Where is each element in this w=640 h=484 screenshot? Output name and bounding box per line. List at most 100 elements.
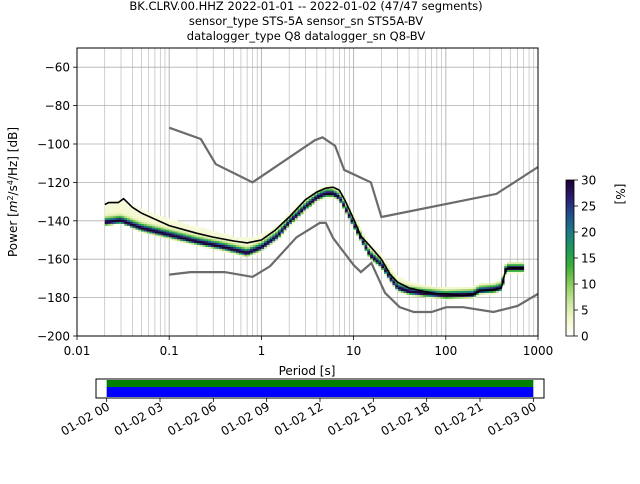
new-low-noise-model-line — [169, 221, 538, 314]
psd-density-cell — [124, 210, 128, 213]
psd-density-cell — [434, 290, 438, 293]
colorbar-tick-label: 0 — [581, 330, 589, 344]
psd-density-cell — [403, 288, 407, 292]
psd-density-cell — [305, 198, 310, 201]
psd-plot-area: 0.01 0.1 1 10 100 1000 −60 −80 −100 −120 −140 −160… — [6, 47, 554, 378]
psd-density-cell — [141, 223, 145, 226]
psd-density-cell — [353, 223, 357, 226]
x-tick-label: 1 — [258, 344, 266, 358]
psd-density-cell — [205, 244, 209, 247]
psd-density-cell — [163, 235, 167, 238]
psd-density-cell — [255, 252, 259, 255]
psd-density-cell — [431, 294, 435, 297]
psd-density-cell — [467, 288, 472, 292]
psd-density-cell — [328, 194, 332, 197]
psd-density-cell — [216, 235, 220, 238]
psd-density-cell — [509, 262, 513, 265]
psd-density-cell — [202, 237, 206, 240]
psd-density-cell — [451, 287, 455, 290]
psd-density-cell — [333, 196, 337, 199]
psd-density-cell — [163, 217, 167, 221]
psd-density-cell — [506, 269, 511, 272]
psd-density-cell — [317, 198, 321, 201]
psd-density-cell — [479, 290, 483, 293]
psd-density-cell — [168, 233, 173, 236]
psd-density-cell — [196, 229, 201, 232]
psd-density-cell — [157, 223, 162, 226]
psd-density-cell — [152, 223, 156, 226]
psd-density-cell — [303, 200, 307, 203]
coverage-bar-green — [106, 380, 534, 387]
psd-density-cell — [141, 229, 145, 232]
psd-density-cell — [378, 258, 382, 261]
x-tick-label: 0.01 — [64, 344, 91, 358]
psd-density-cell — [520, 262, 525, 265]
psd-density-cell — [342, 200, 346, 203]
psd-density-cell — [372, 254, 377, 257]
psd-density-cell — [141, 219, 145, 222]
psd-density-cell — [216, 246, 220, 249]
psd-density-cell — [177, 231, 181, 234]
psd-density-cell — [398, 285, 402, 288]
psd-density-cell — [339, 196, 343, 199]
psd-density-cell — [347, 212, 351, 215]
coverage-tick-label: 01-02 18 — [378, 399, 432, 438]
mean-psd-line — [104, 186, 524, 297]
psd-density-cell — [110, 210, 114, 213]
psd-density-cell — [121, 204, 125, 207]
psd-density-cell — [180, 223, 184, 226]
psd-density-cell — [241, 246, 245, 249]
psd-density-cell — [199, 237, 203, 240]
psd-density-cell — [129, 208, 134, 211]
psd-density-cell — [104, 212, 108, 215]
psd-density-cell — [258, 235, 262, 238]
psd-density-cell — [149, 229, 153, 232]
psd-density-cell — [269, 229, 273, 232]
psd-density-cell — [358, 227, 363, 230]
psd-density-cell — [492, 292, 497, 295]
psd-density-cell — [104, 219, 108, 222]
coverage-tick-label: 01-02 21 — [432, 399, 486, 438]
psd-density-cell — [182, 227, 187, 230]
psd-density-cell — [210, 246, 215, 249]
psd-density-cell — [115, 208, 120, 211]
psd-density-cell — [166, 217, 170, 221]
psd-density-cell — [258, 237, 262, 240]
psd-density-cell — [364, 246, 368, 249]
psd-density-cell — [398, 287, 402, 290]
psd-density-cell — [252, 244, 256, 247]
psd-density-cell — [384, 260, 388, 263]
psd-density-cell — [289, 217, 293, 221]
psd-density-cell — [266, 244, 270, 247]
psd-density-cell — [467, 296, 472, 299]
psd-density-cell — [456, 290, 460, 293]
psd-density-cell — [411, 294, 416, 297]
psd-density-cell — [236, 244, 240, 247]
psd-density-cell — [384, 273, 388, 276]
psd-density-cell — [174, 239, 178, 242]
psd-density-cell — [244, 252, 248, 255]
psd-density-cell — [146, 217, 150, 221]
psd-density-cell — [104, 217, 108, 221]
psd-density-cell — [297, 216, 301, 219]
psd-density-cell — [129, 210, 134, 213]
psd-density-cell — [378, 260, 382, 263]
psd-density-cell — [518, 267, 522, 270]
psd-density-cell — [168, 227, 173, 230]
psd-density-cell — [266, 240, 270, 244]
psd-density-cell — [476, 294, 480, 297]
psd-density-cell — [518, 265, 522, 269]
psd-density-cell — [515, 262, 519, 265]
psd-density-cell — [236, 248, 240, 251]
psd-density-cell — [275, 231, 279, 234]
psd-density-cell — [196, 237, 201, 240]
psd-density-cell — [470, 287, 474, 290]
x-tick-label: 1000 — [523, 344, 554, 358]
psd-density-cell — [157, 221, 162, 224]
psd-density-cell — [107, 216, 111, 219]
psd-density-cell — [138, 208, 142, 211]
coverage-tick-label: 01-02 06 — [165, 399, 219, 438]
psd-density-cell — [182, 225, 187, 228]
psd-density-cell — [168, 223, 173, 226]
psd-density-cell — [512, 265, 516, 269]
